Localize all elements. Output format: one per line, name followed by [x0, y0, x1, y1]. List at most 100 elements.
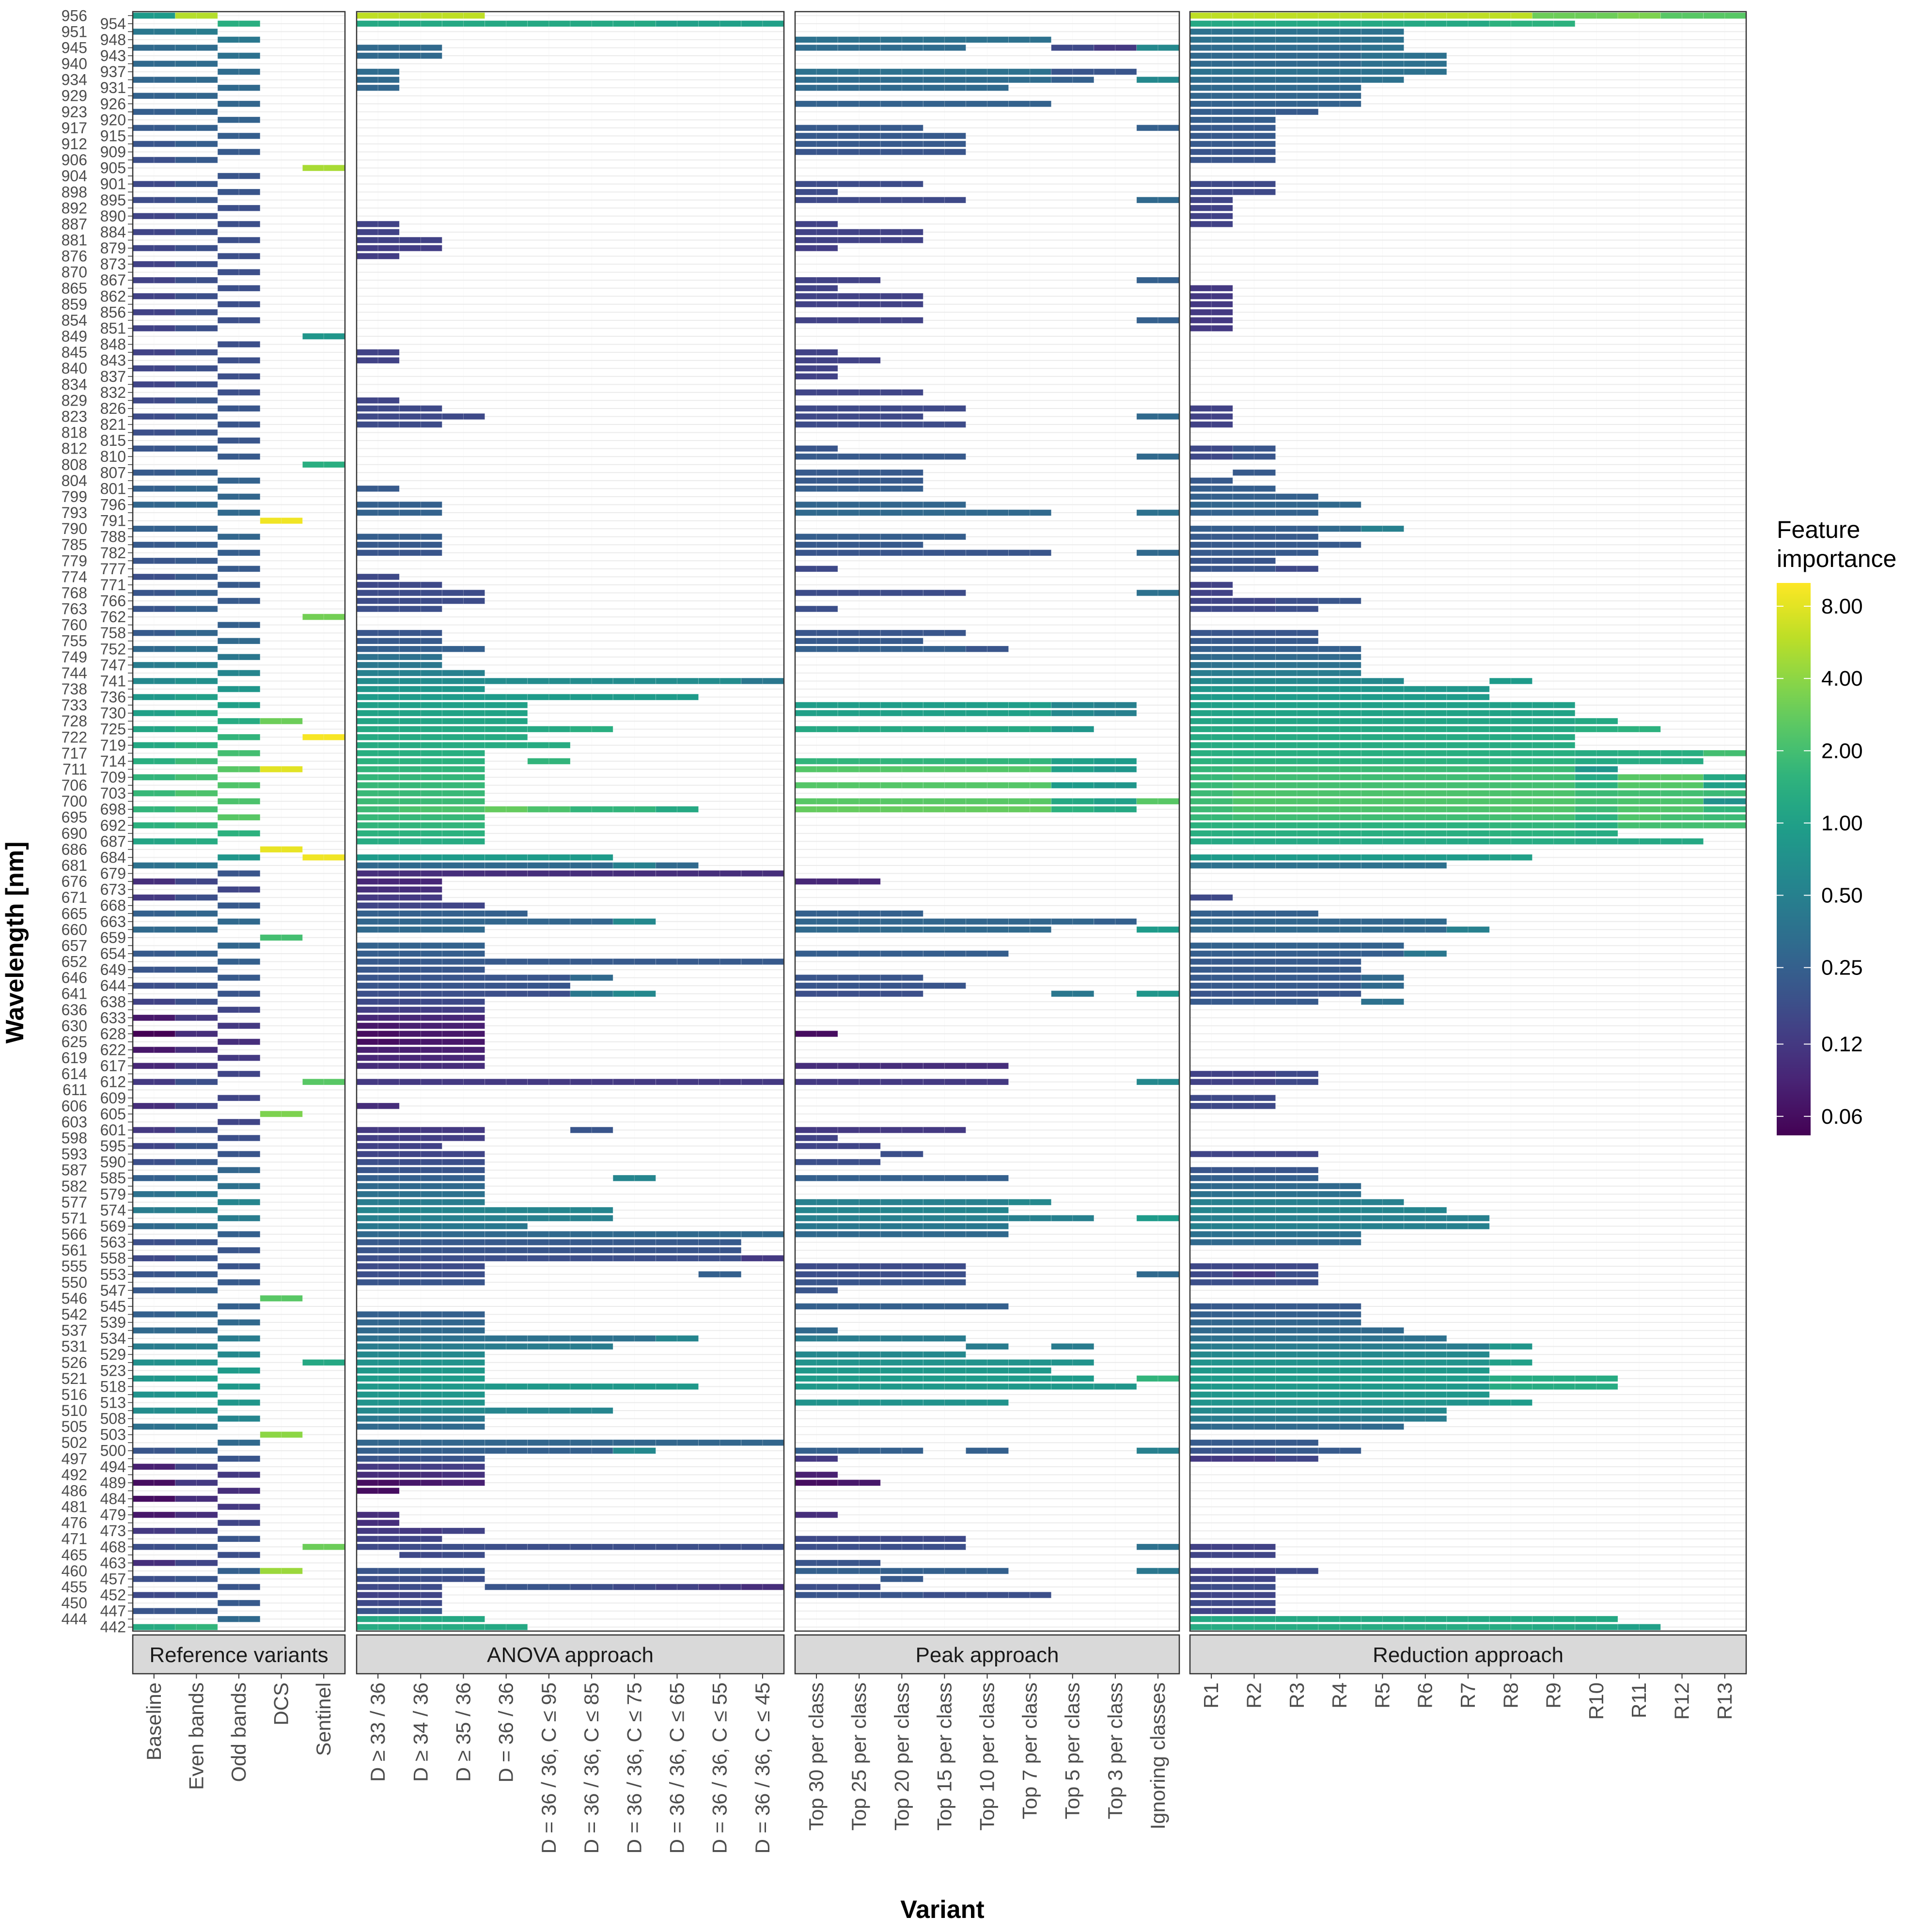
heatmap-cell [175, 180, 218, 188]
y-tick-label: 807 [100, 464, 126, 481]
heatmap-cell [441, 1311, 485, 1318]
heatmap-cell [217, 990, 261, 997]
heatmap-cell [399, 629, 442, 636]
y-tick-label: 741 [100, 672, 126, 690]
y-tick-label: 523 [100, 1362, 126, 1379]
heatmap-cell [217, 301, 261, 308]
heatmap-cell [175, 645, 218, 653]
y-tick-label: 890 [100, 207, 126, 225]
heatmap-cell [485, 1335, 528, 1342]
heatmap-cell [217, 782, 261, 789]
y-tick-label: 534 [100, 1330, 126, 1347]
heatmap-cell [217, 1006, 261, 1013]
y-tick-label: 926 [100, 95, 126, 112]
y-tick-label: 619 [62, 1049, 87, 1067]
heatmap-cell [175, 1591, 218, 1599]
legend-tick-label: 8.00 [1821, 595, 1863, 618]
y-tick-label: 603 [62, 1113, 87, 1131]
heatmap-cell [485, 734, 528, 741]
heatmap-cell [399, 421, 442, 428]
heatmap-cell [485, 870, 528, 877]
y-tick-label: 895 [100, 191, 126, 209]
heatmap-cell [175, 629, 218, 636]
y-tick-label: 826 [100, 400, 126, 417]
heatmap-cell [217, 1166, 261, 1174]
heatmap-cell [217, 68, 261, 75]
heatmap-cell [175, 725, 218, 733]
y-tick-label: 595 [100, 1137, 126, 1155]
heatmap-cell [485, 1215, 528, 1222]
heatmap-cell [441, 758, 485, 765]
heatmap-cell [441, 1375, 485, 1382]
heatmap-cell [441, 998, 485, 1005]
y-tick-label: 849 [62, 328, 87, 345]
legend-tick-label: 0.06 [1821, 1105, 1863, 1129]
heatmap-cell [485, 862, 528, 869]
y-tick-label: 612 [100, 1073, 126, 1091]
x-tick-label: Odd bands [227, 1682, 250, 1782]
y-tick-label: 815 [100, 432, 126, 449]
heatmap-cell [260, 517, 303, 524]
y-tick-label: 628 [100, 1025, 126, 1042]
y-tick-label: 617 [100, 1057, 126, 1075]
y-tick-label: 606 [62, 1097, 87, 1115]
heatmap-cell [217, 1095, 261, 1101]
heatmap-cell [441, 1191, 485, 1198]
heatmap-cell [441, 1616, 485, 1622]
y-tick-label: 484 [100, 1490, 126, 1508]
heatmap-cell [175, 157, 218, 163]
legend-title: importance [1777, 545, 1896, 572]
heatmap-cell [175, 982, 218, 989]
x-tick-label: Top 25 per class [847, 1682, 870, 1831]
heatmap-cell [175, 1447, 218, 1454]
heatmap-cell [175, 197, 218, 204]
legend-tick-label: 2.00 [1821, 739, 1863, 763]
y-tick-label: 703 [100, 785, 126, 802]
heatmap-cell [175, 1543, 218, 1551]
heatmap-cell [175, 381, 218, 388]
y-tick-label: 906 [62, 151, 87, 169]
heatmap-cell [217, 1279, 261, 1286]
heatmap-cell [485, 718, 528, 724]
heatmap-cell [485, 1207, 528, 1214]
heatmap-cell [175, 1479, 218, 1486]
heatmap-cell [217, 1351, 261, 1358]
heatmap-cell [441, 1391, 485, 1398]
heatmap-cell [175, 213, 218, 220]
y-tick-label: 692 [100, 817, 126, 834]
y-tick-label: 940 [62, 55, 87, 73]
heatmap-cell [217, 493, 261, 500]
x-tick-label: D ≥ 35 / 36 [452, 1682, 475, 1782]
heatmap-cell [217, 148, 261, 156]
y-tick-label: 513 [100, 1394, 126, 1411]
heatmap-cell [175, 1607, 218, 1615]
heatmap-cell [175, 1327, 218, 1334]
heatmap-cell [441, 1455, 485, 1462]
y-tick-label: 898 [62, 183, 87, 201]
y-tick-label: 766 [100, 592, 126, 610]
facet-title: Peak approach [916, 1643, 1059, 1667]
y-tick-label: 920 [100, 111, 126, 128]
y-tick-label: 719 [100, 737, 126, 754]
heatmap-cell [217, 1535, 261, 1542]
heatmap-cell [175, 525, 218, 532]
heatmap-cell [399, 405, 442, 412]
heatmap-cell [217, 597, 261, 604]
heatmap-cell [485, 725, 528, 733]
y-tick-label: 452 [100, 1586, 126, 1604]
y-tick-label: 736 [100, 689, 126, 706]
y-tick-label: 730 [100, 705, 126, 722]
x-tick-label: R8 [1499, 1682, 1522, 1709]
heatmap-cell [441, 766, 485, 773]
heatmap-cell [217, 36, 261, 43]
y-tick-label: 614 [62, 1065, 87, 1083]
heatmap-cell [175, 1271, 218, 1278]
y-tick-label: 636 [62, 1001, 87, 1019]
y-tick-label: 884 [100, 223, 126, 241]
heatmap-cell [175, 966, 218, 973]
heatmap-cell [399, 549, 442, 556]
heatmap-cell [175, 605, 218, 613]
y-tick-label: 943 [100, 47, 126, 64]
heatmap-cell [441, 1527, 485, 1534]
